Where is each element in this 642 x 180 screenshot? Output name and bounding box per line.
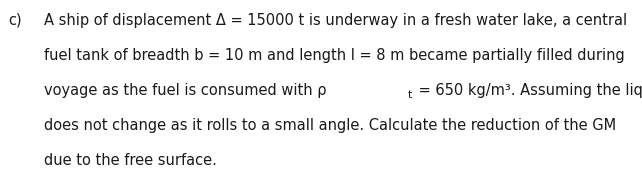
Text: does not change as it rolls to a small angle. Calculate the reduction of the GM: does not change as it rolls to a small a…	[44, 118, 616, 133]
Text: fuel tank of breadth b = 10 m and length l = 8 m became partially filled during: fuel tank of breadth b = 10 m and length…	[44, 48, 625, 63]
Text: = 650 kg/m³. Assuming the liquid surface: = 650 kg/m³. Assuming the liquid surface	[414, 83, 642, 98]
Text: t: t	[408, 90, 413, 100]
Text: voyage as the fuel is consumed with ρ: voyage as the fuel is consumed with ρ	[44, 83, 326, 98]
Text: due to the free surface.: due to the free surface.	[44, 153, 216, 168]
Text: A ship of displacement Δ = 15000 t is underway in a fresh water lake, a central: A ship of displacement Δ = 15000 t is un…	[44, 13, 627, 28]
Text: c): c)	[8, 13, 22, 28]
